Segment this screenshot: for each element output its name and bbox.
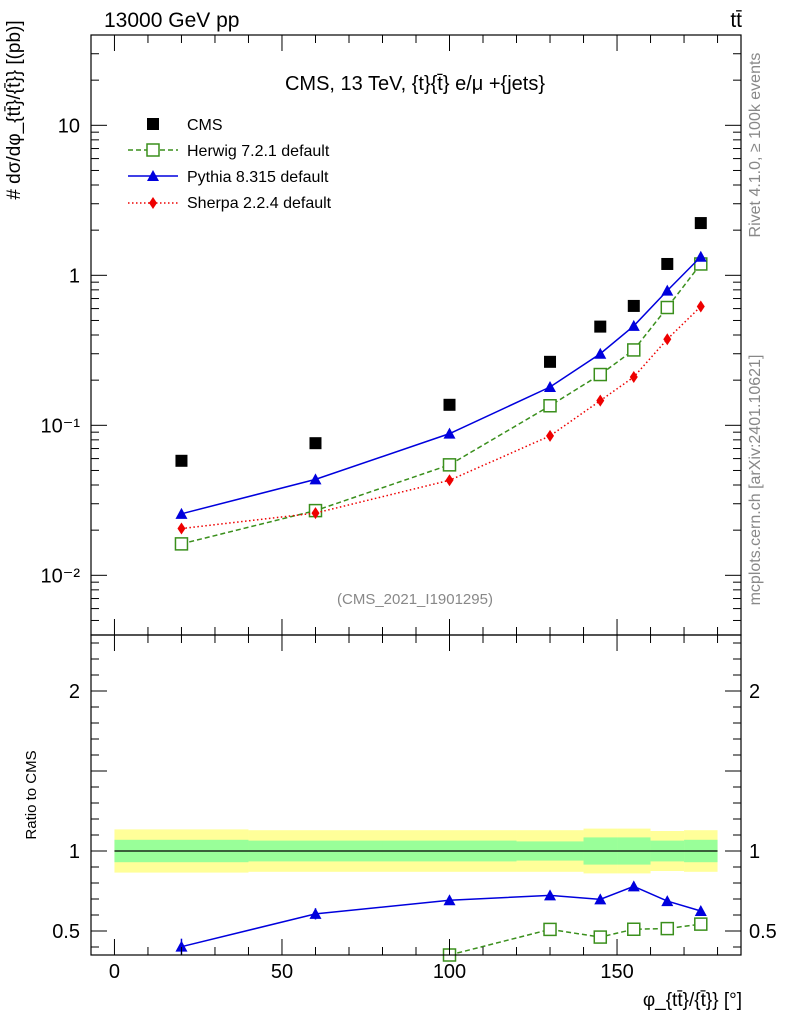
main-y-tick-label: 10⁻¹ <box>41 415 81 437</box>
data-point-pythia <box>175 507 188 519</box>
ratio-point-pythia <box>443 894 456 906</box>
main-panel: 10 1 10⁻¹ 10⁻² CMS, 13 TeV, {t}{t̄} e/μ +{j… <box>4 20 742 636</box>
ratio-y-tick-label-right: 2 <box>749 681 760 703</box>
legend-entry-sherpa: Sherpa 2.2.4 default <box>128 195 332 212</box>
ratio-point-pythia <box>544 889 557 901</box>
legend-marker-herwig <box>146 143 160 157</box>
data-point-sherpa <box>663 333 672 346</box>
ratio-y-tick-label-right: 0.5 <box>749 921 777 943</box>
main-axis-ticks <box>91 34 741 636</box>
main-y-tick-label: 10⁻² <box>41 565 81 587</box>
series-line-sherpa <box>181 305 702 530</box>
ratio-plot-frame <box>90 634 742 956</box>
series-line-herwig <box>181 263 702 545</box>
x-axis-label: φ_{tt̄}/{t̄}} [°] <box>643 990 742 1011</box>
data-point-pythia <box>594 347 607 359</box>
main-y-tick-label: 1 <box>69 265 80 287</box>
data-point-herwig <box>593 367 608 382</box>
data-point-cms <box>627 299 640 312</box>
ratio-panel: 2 2 1 1 0.5 0.5 0 50 100 150 Ratio to CMS φ_{tt̄}… <box>23 634 777 1011</box>
energy-label: 13000 GeV pp <box>104 9 239 32</box>
legend-label-cms: CMS <box>187 117 223 134</box>
data-point-pythia <box>309 473 322 485</box>
data-point-cms <box>694 217 707 230</box>
process-label: tt̄ <box>730 9 742 32</box>
ratio-line-pythia <box>181 885 702 948</box>
ratio-point-herwig <box>543 922 557 937</box>
x-tick-label: 150 <box>600 961 633 983</box>
mcplots-reference-label: mcplots.cern.ch [arXiv:2401.10621] <box>747 355 764 606</box>
ratio-point-pythia <box>175 940 188 952</box>
data-point-herwig <box>660 300 675 315</box>
x-tick-label: 50 <box>271 961 293 983</box>
x-tick-label: 100 <box>433 961 466 983</box>
data-point-sherpa <box>629 370 638 383</box>
data-point-sherpa <box>311 507 320 520</box>
main-series-layer <box>174 217 708 551</box>
ratio-y-axis-label: Ratio to CMS <box>23 750 40 839</box>
data-point-herwig <box>442 458 457 472</box>
main-y-tick-labels: 10 1 10⁻¹ 10⁻² <box>41 115 81 587</box>
ratio-axis-ticks <box>91 635 741 955</box>
ratio-y-tick-label-left: 2 <box>69 681 80 703</box>
data-point-cms <box>544 355 557 368</box>
ratio-y-tick-label-left: 0.5 <box>52 921 80 943</box>
ratio-point-pythia <box>309 907 322 919</box>
analysis-watermark: (CMS_2021_I1901295) <box>337 591 493 608</box>
legend-marker-sherpa <box>149 197 157 209</box>
data-point-herwig <box>174 537 189 551</box>
data-point-sherpa <box>546 429 555 442</box>
data-point-cms <box>594 320 607 333</box>
legend-entry-cms: CMS <box>147 117 223 134</box>
legend-entry-pythia: Pythia 8.315 default <box>128 169 329 186</box>
data-point-pythia <box>443 427 456 439</box>
legend-label-herwig: Herwig 7.2.1 default <box>187 143 330 160</box>
ratio-y-tick-label-right: 1 <box>749 841 760 863</box>
data-point-sherpa <box>445 474 454 487</box>
ratio-point-herwig <box>627 922 641 936</box>
legend-marker-pythia <box>147 170 159 181</box>
legend-entry-herwig: Herwig 7.2.1 default <box>128 143 330 160</box>
x-tick-label: 0 <box>109 961 120 983</box>
legend-label-pythia: Pythia 8.315 default <box>187 169 329 186</box>
ratio-point-herwig <box>694 917 708 931</box>
data-point-pythia <box>694 250 707 262</box>
data-point-sherpa <box>696 300 705 313</box>
main-title: CMS, 13 TeV, {t}{t̄} e/μ +{jets} <box>285 73 545 95</box>
data-point-sherpa <box>596 394 605 407</box>
data-point-cms <box>175 454 188 467</box>
ratio-point-herwig <box>660 921 675 936</box>
data-point-pythia <box>661 284 674 296</box>
ratio-point-herwig <box>593 930 608 944</box>
data-point-sherpa <box>177 522 186 535</box>
data-point-herwig <box>543 399 557 413</box>
ratio-y-tick-label-left: 1 <box>69 841 80 863</box>
main-y-tick-label: 10 <box>58 115 80 137</box>
ratio-series-layer <box>175 880 708 962</box>
data-point-pythia <box>627 319 640 331</box>
ratio-point-pythia <box>694 905 707 916</box>
data-point-pythia <box>544 381 557 393</box>
series-line-pythia <box>181 256 702 515</box>
ratio-tick-labels: 2 2 1 1 0.5 0.5 0 50 100 150 <box>52 681 777 983</box>
legend: CMS Herwig 7.2.1 default Pythia 8.315 de… <box>128 117 332 212</box>
data-point-cms <box>443 398 456 411</box>
data-point-cms <box>661 257 674 270</box>
data-point-herwig <box>627 343 641 357</box>
ratio-point-pythia <box>661 895 674 907</box>
legend-label-sherpa: Sherpa 2.2.4 default <box>187 195 332 212</box>
ratio-point-pythia <box>594 893 607 905</box>
ratio-point-pythia <box>627 880 640 892</box>
data-point-cms <box>309 437 322 450</box>
main-y-axis-label: # dσ/dφ_{tt̄}/{t̄}} [(pb)] <box>4 20 25 199</box>
rivet-version-label: Rivet 4.1.0, ≥ 100k events <box>747 53 764 238</box>
legend-marker-cms <box>147 118 159 130</box>
